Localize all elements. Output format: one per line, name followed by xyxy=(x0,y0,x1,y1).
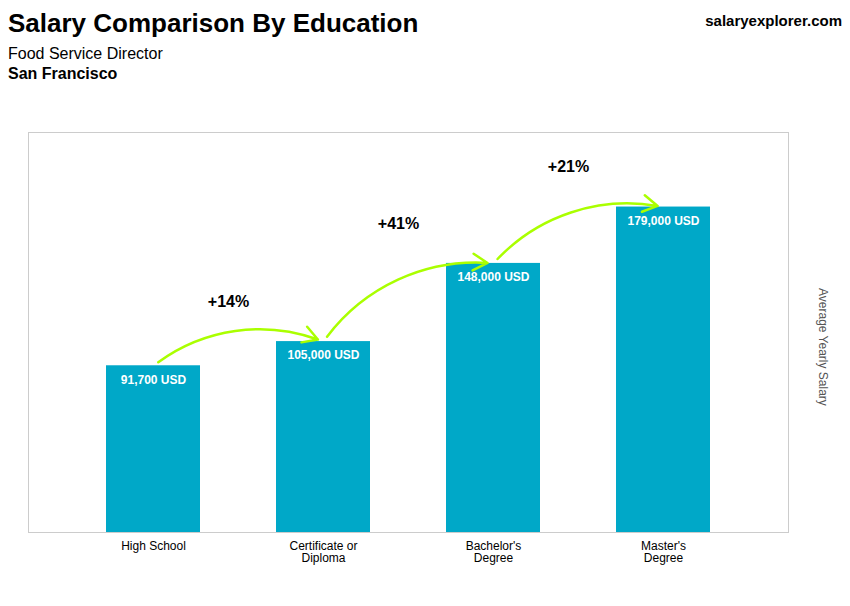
svg-text:148,000 USD: 148,000 USD xyxy=(457,270,529,284)
svg-text:Certificate orDiploma: Certificate orDiploma xyxy=(289,539,357,565)
svg-text:Master'sDegree: Master'sDegree xyxy=(641,539,686,565)
html-text:San Francisco: San Francisco xyxy=(8,65,118,82)
svg-text:179,000 USD: 179,000 USD xyxy=(627,214,699,228)
svg-text:105,000 USD: 105,000 USD xyxy=(287,348,359,362)
html-text:salaryexplorer.com: salaryexplorer.com xyxy=(705,12,842,29)
html-text:Average Yearly Salary: Average Yearly Salary xyxy=(816,288,830,406)
svg-text:+21%: +21% xyxy=(548,158,589,175)
html-text:Food Service Director: Food Service Director xyxy=(8,45,163,62)
svg-text:+14%: +14% xyxy=(208,293,249,310)
html-text:Salary Comparison By Education: Salary Comparison By Education xyxy=(8,8,419,38)
svg-text:91,700 USD: 91,700 USD xyxy=(121,373,187,387)
svg-text:High School: High School xyxy=(121,539,186,553)
svg-text:+41%: +41% xyxy=(378,215,419,232)
svg-text:Bachelor'sDegree: Bachelor'sDegree xyxy=(466,539,522,565)
